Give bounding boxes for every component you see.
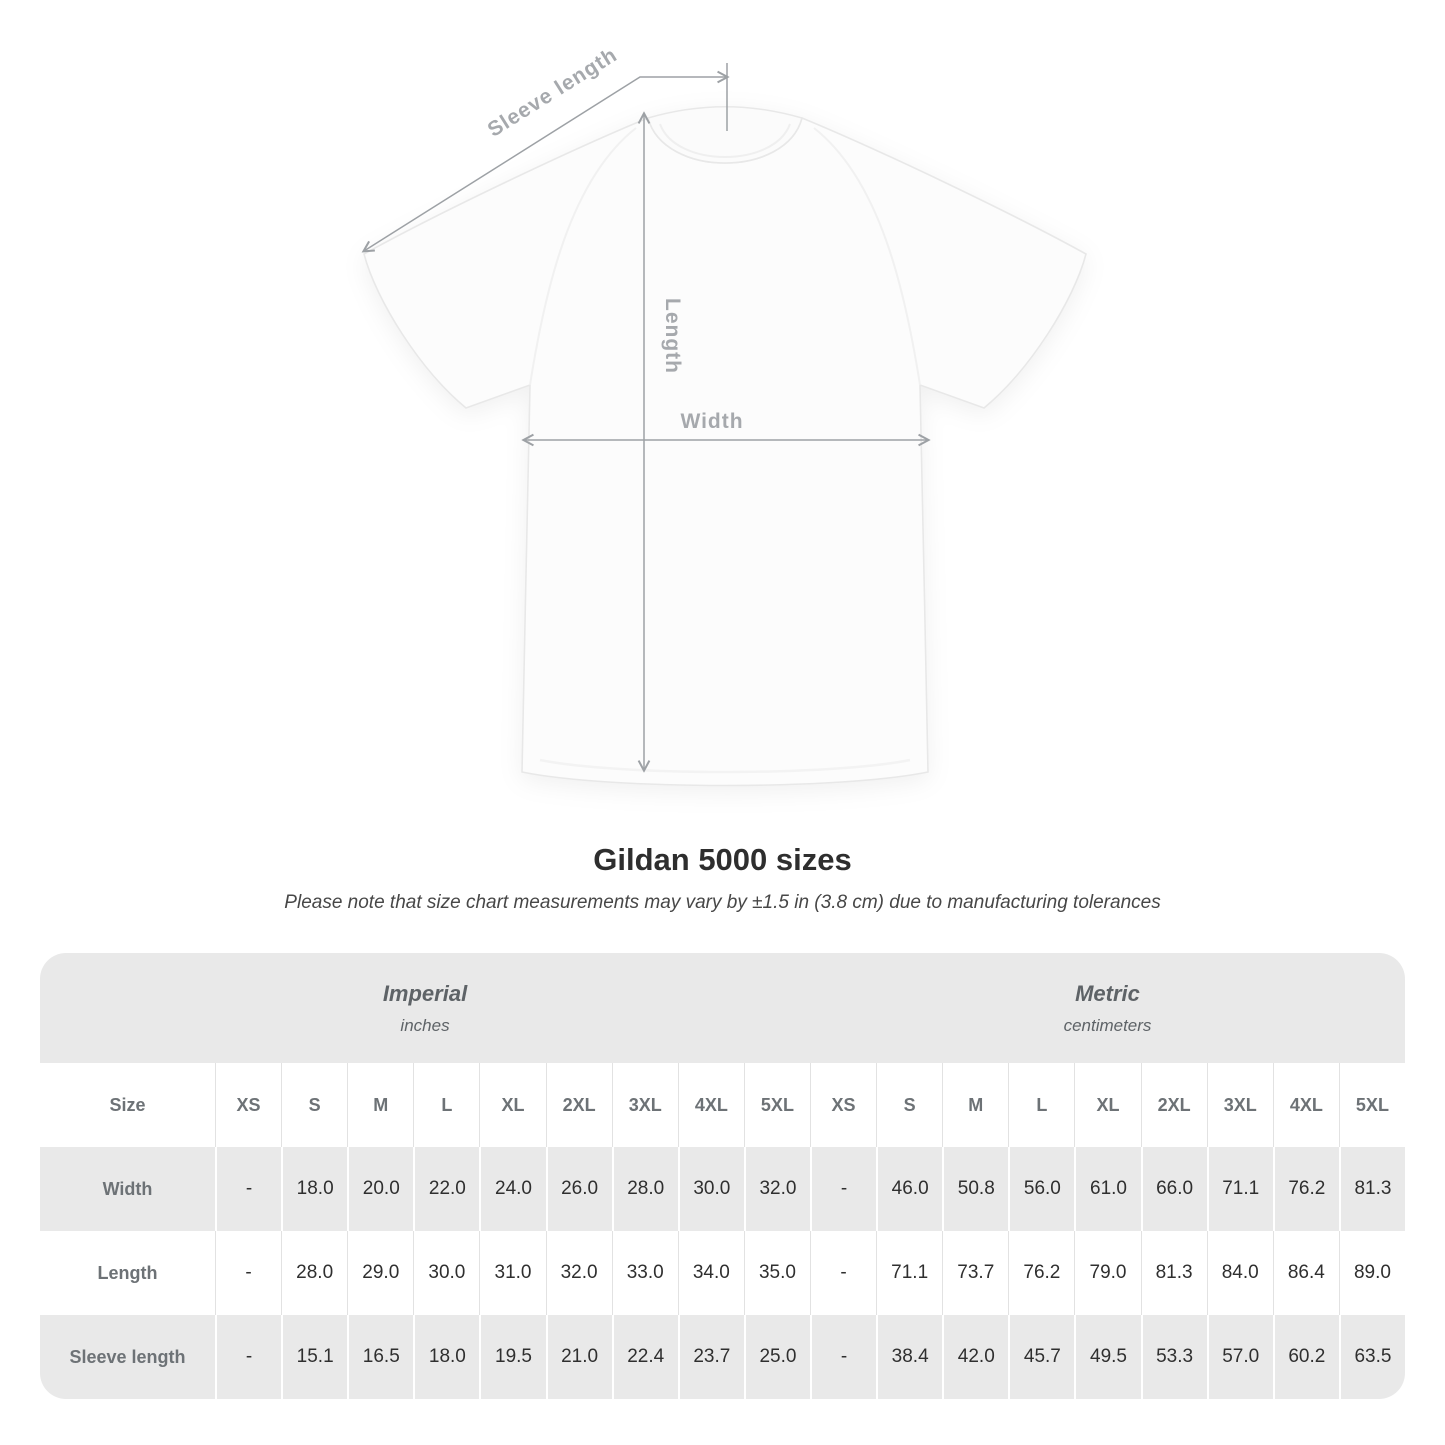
size-value-cell: 24.0 [479,1147,546,1231]
size-value-cell: 25.0 [743,1315,810,1399]
width-label: Width [680,410,743,433]
size-value-cell: 28.0 [611,1147,678,1231]
size-value-cell: 29.0 [347,1231,414,1315]
size-header-imperial-3xl: 3XL [611,1063,678,1147]
size-value-cell: 60.2 [1272,1315,1339,1399]
dimension-arrows [364,63,928,770]
size-value-cell: 32.0 [545,1231,612,1315]
size-value-cell: 86.4 [1272,1231,1339,1315]
size-header-metric-4xl: 4XL [1272,1063,1339,1147]
row-label-sleeve-length: Sleeve length [40,1315,215,1399]
size-value-cell: 66.0 [1140,1147,1207,1231]
size-value-cell: 26.0 [545,1147,612,1231]
size-value-cell: 57.0 [1206,1315,1273,1399]
size-value-cell: 31.0 [479,1231,546,1315]
size-value-cell: 22.4 [611,1315,678,1399]
row-label-width: Width [40,1147,215,1231]
size-header-imperial-m: M [347,1063,414,1147]
size-header-imperial-4xl: 4XL [677,1063,744,1147]
size-header-metric-s: S [876,1063,943,1147]
size-value-cell: 30.0 [413,1231,480,1315]
size-value-cell: 34.0 [677,1231,744,1315]
size-value-cell: 33.0 [611,1231,678,1315]
size-value-cell: 21.0 [545,1315,612,1399]
size-value-cell: 56.0 [1008,1147,1075,1231]
size-value-cell: 20.0 [347,1147,414,1231]
size-value-cell: 30.0 [677,1147,744,1231]
tshirt-graphic [363,106,1087,787]
size-header-metric-2xl: 2XL [1140,1063,1207,1147]
size-value-cell: 76.2 [1008,1231,1075,1315]
size-header-metric-xl: XL [1074,1063,1141,1147]
imperial-label: Imperial [382,980,468,1006]
size-value-cell: 28.0 [281,1231,348,1315]
size-value-cell: 76.2 [1272,1147,1339,1231]
size-value-cell: 49.5 [1074,1315,1141,1399]
size-value-cell: - [215,1231,282,1315]
size-value-cell: 18.0 [413,1315,480,1399]
metric-unit-header: Metric centimeters [810,953,1405,1063]
size-header-imperial-2xl: 2XL [545,1063,612,1147]
tshirt-measurement-diagram: Sleeve length Length Width [0,43,1087,787]
size-value-cell: 42.0 [942,1315,1009,1399]
size-value-cell: 46.0 [876,1147,943,1231]
size-value-cell: 81.3 [1140,1231,1207,1315]
size-value-cell: 23.7 [677,1315,744,1399]
length-label: Length [661,298,684,374]
size-value-cell: 89.0 [1338,1231,1405,1315]
size-header-imperial-xs: XS [215,1063,282,1147]
size-header-imperial-l: L [413,1063,480,1147]
size-value-cell: 61.0 [1074,1147,1141,1231]
size-column-header: Size [40,1063,215,1147]
metric-sublabel: centimeters [1063,1015,1152,1035]
size-value-cell: - [215,1147,282,1231]
imperial-unit-header: Imperial inches [40,953,810,1063]
size-value-cell: - [810,1147,877,1231]
size-value-cell: 32.0 [743,1147,810,1231]
tshirt-body [363,116,1087,787]
size-value-cell: 15.1 [281,1315,348,1399]
size-value-cell: 35.0 [743,1231,810,1315]
size-header-metric-l: L [1008,1063,1075,1147]
size-value-cell: 81.3 [1338,1147,1405,1231]
size-table: Imperial inches Metric centimeters Size … [40,953,1405,1399]
sleeve-length-label: Sleeve length [484,43,622,142]
size-value-cell: 71.1 [876,1231,943,1315]
size-header-imperial-s: S [281,1063,348,1147]
size-value-cell: 22.0 [413,1147,480,1231]
size-header-metric-3xl: 3XL [1206,1063,1273,1147]
size-value-cell: 18.0 [281,1147,348,1231]
tshirt-armhole-seam-right [813,127,921,386]
size-header-imperial-5xl: 5XL [743,1063,810,1147]
tolerance-note: Please note that size chart measurements… [284,892,1161,913]
size-value-cell: - [215,1315,282,1399]
size-value-cell: 38.4 [876,1315,943,1399]
size-header-metric-xs: XS [810,1063,877,1147]
size-value-cell: 16.5 [347,1315,414,1399]
size-value-cell: 63.5 [1338,1315,1405,1399]
tshirt-hem-seam [539,758,911,774]
size-value-cell: 19.5 [479,1315,546,1399]
sleeve-length-arrow [364,77,727,251]
size-value-cell: 45.7 [1008,1315,1075,1399]
row-label-length: Length [40,1231,215,1315]
size-value-cell: 50.8 [942,1147,1009,1231]
size-value-cell: 84.0 [1206,1231,1273,1315]
size-value-cell: - [810,1231,877,1315]
size-header-metric-m: M [942,1063,1009,1147]
size-value-cell: - [810,1315,877,1399]
size-value-cell: 79.0 [1074,1231,1141,1315]
size-value-cell: 53.3 [1140,1315,1207,1399]
metric-label: Metric [1075,980,1140,1006]
size-header-imperial-xl: XL [479,1063,546,1147]
imperial-sublabel: inches [400,1015,450,1035]
size-value-cell: 71.1 [1206,1147,1273,1231]
size-header-metric-5xl: 5XL [1338,1063,1405,1147]
size-value-cell: 73.7 [942,1231,1009,1315]
page-title: Gildan 5000 sizes [593,842,852,877]
